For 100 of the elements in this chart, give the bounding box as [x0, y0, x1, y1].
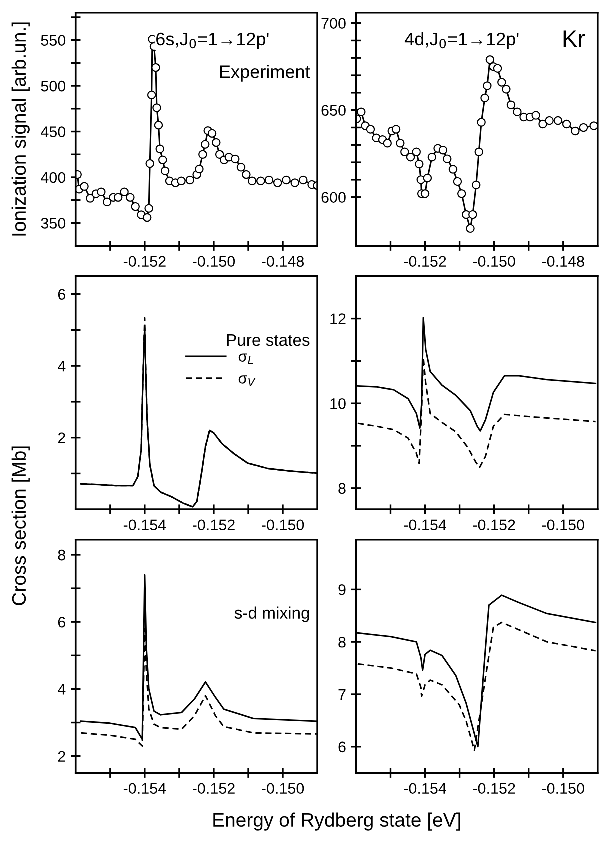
point [474, 148, 484, 156]
point [114, 193, 123, 202]
x-tick-label: -0.150 [473, 256, 516, 268]
point [406, 152, 416, 162]
point [231, 154, 240, 164]
point [571, 126, 580, 136]
point [448, 165, 458, 174]
point [498, 78, 506, 87]
point [212, 138, 221, 148]
x-tick-label: -0.152 [124, 256, 166, 268]
x-tick-label: -0.154 [404, 520, 446, 531]
point [256, 176, 266, 186]
point [428, 152, 437, 162]
point [468, 210, 478, 220]
point [144, 204, 154, 213]
point [383, 139, 392, 148]
point [152, 104, 162, 112]
point [146, 159, 154, 168]
point [483, 82, 492, 90]
point [215, 150, 224, 160]
point [357, 108, 366, 116]
y-tick-label: 10 [330, 398, 346, 410]
point [120, 188, 129, 196]
point [502, 85, 511, 94]
point [264, 176, 274, 185]
point [273, 178, 282, 188]
point [477, 118, 486, 127]
point [158, 156, 168, 164]
point [486, 56, 495, 64]
point [154, 120, 164, 130]
annotation: s-d mixing [234, 606, 310, 622]
x-tick-label: -0.150 [542, 520, 584, 531]
y-tick-label: 6 [58, 616, 66, 628]
y-tick-label: 7 [338, 690, 346, 700]
y-tick-label: 350 [41, 218, 66, 229]
x-tick-label: -0.152 [473, 520, 516, 531]
x-tick-label: -0.152 [192, 783, 235, 794]
point [156, 144, 164, 154]
point [126, 193, 135, 202]
point [480, 94, 490, 103]
x-tick-label: -0.150 [192, 256, 236, 268]
point [423, 174, 432, 183]
point [242, 170, 251, 180]
y-tick-label: 12 [330, 314, 346, 324]
point [131, 202, 140, 212]
point [80, 182, 89, 192]
point [453, 177, 462, 186]
point [366, 125, 376, 134]
point [236, 163, 246, 172]
y-tick-label: 600 [322, 192, 346, 204]
point [299, 176, 308, 185]
point [415, 160, 424, 169]
point [97, 188, 106, 196]
y-tick-label: 8 [338, 636, 346, 648]
point [506, 100, 516, 110]
x-tick-label: -0.148 [542, 256, 584, 268]
y-tick-label: 400 [41, 172, 66, 184]
y-tick-label: 9 [338, 584, 346, 596]
y-tick-label: 6 [338, 742, 346, 753]
legend-label: σ$_{L}$ [238, 354, 254, 364]
point [392, 125, 401, 134]
x-tick-label: -0.152 [473, 783, 516, 794]
point [466, 224, 475, 234]
point [554, 116, 563, 126]
y-tick-label: 8 [58, 550, 66, 561]
annotation: 6s,J$_{0}$=1→12p' [156, 32, 269, 50]
point [513, 108, 522, 116]
x-axis-title: Energy of Rydberg state [eV] [214, 812, 460, 831]
point [200, 140, 210, 149]
point [579, 123, 588, 132]
point [186, 176, 195, 185]
point [493, 64, 502, 73]
point [562, 120, 572, 129]
point [396, 139, 405, 148]
point [545, 116, 554, 126]
point [472, 180, 481, 190]
point [142, 213, 152, 222]
y-tick-label: 700 [322, 18, 346, 30]
point [198, 150, 208, 160]
point [102, 198, 112, 207]
y-axis-title: Cross section [Mb] [12, 446, 30, 606]
point [590, 122, 598, 130]
point [442, 154, 452, 164]
y-tick-label: 500 [41, 80, 66, 92]
annotation: Pure states [227, 334, 310, 346]
point [457, 190, 466, 198]
x-tick-label: -0.150 [262, 783, 304, 794]
annotation: 4d,J$_{0}$=1→12p' [404, 32, 519, 50]
y-tick-label: 2 [58, 432, 66, 444]
x-tick-label: -0.152 [192, 520, 235, 531]
point [160, 166, 170, 176]
y-tick-label: 4 [58, 361, 66, 372]
y-axis-title: Ionization signal [arb.un.] [12, 22, 30, 236]
x-tick-label: -0.152 [404, 256, 446, 268]
x-tick-label: -0.150 [262, 520, 304, 531]
point [438, 146, 448, 155]
y-tick-label: 6 [58, 289, 66, 300]
y-tick-label: 450 [41, 126, 66, 138]
legend-label: σ$_{V}$ [238, 376, 256, 386]
point [177, 176, 186, 186]
